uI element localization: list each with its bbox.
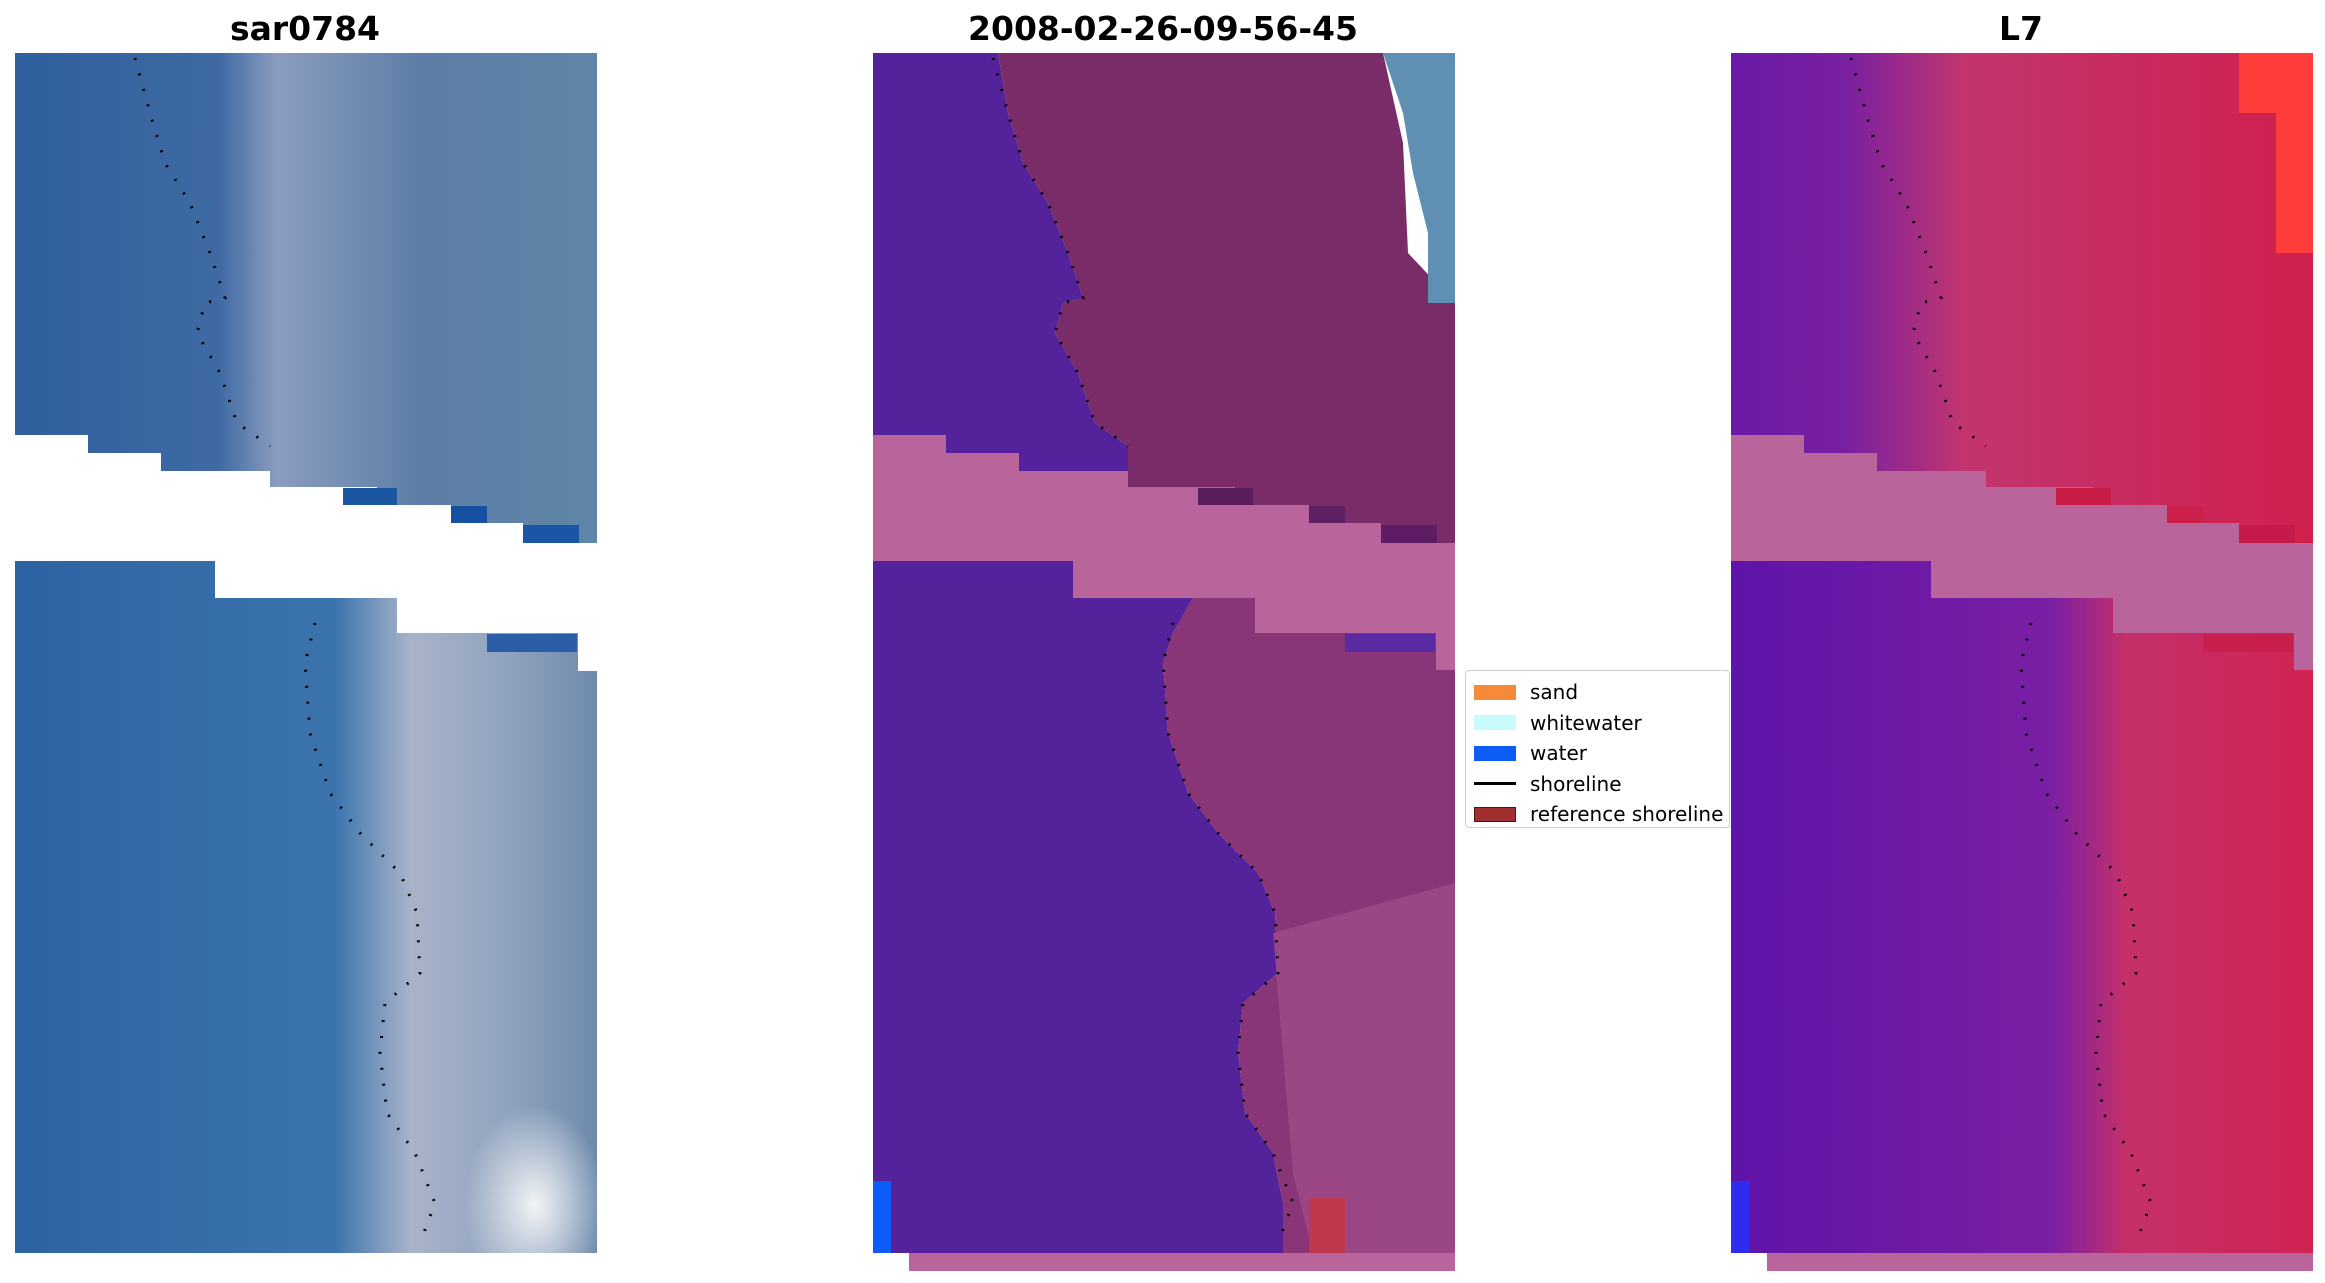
legend-item-shoreline: shoreline: [1466, 769, 1729, 800]
rgb-image-panel: [15, 53, 597, 1253]
legend-label-water: water: [1530, 741, 1587, 766]
legend-swatch-water: [1474, 745, 1516, 761]
panel-title-classified: 2008-02-26-09-56-45: [968, 9, 1358, 48]
legend-line-shoreline: [1474, 782, 1516, 786]
index-image-panel: [1731, 53, 2313, 1273]
classified-image: [873, 53, 1455, 1271]
classified-image-panel: [873, 53, 1455, 1273]
legend-label-reference-shoreline: reference shoreline: [1530, 802, 1724, 827]
legend-item-sand: sand: [1466, 677, 1729, 708]
legend-label-shoreline: shoreline: [1530, 771, 1622, 796]
legend-swatch-reference-shoreline: [1474, 806, 1516, 822]
legend-item-reference-shoreline: reference shoreline: [1466, 799, 1729, 830]
legend-swatch-whitewater: [1474, 715, 1516, 731]
legend-item-whitewater: whitewater: [1466, 708, 1729, 739]
panel-title-rgb: sar0784: [229, 9, 381, 48]
legend-swatch-sand: [1474, 684, 1516, 700]
legend: sand whitewater water shoreline referenc…: [1465, 670, 1730, 828]
legend-label-sand: sand: [1530, 680, 1579, 705]
index-image: [1731, 53, 2313, 1271]
rgb-image: [15, 53, 597, 1253]
panel-title-index: L7: [1999, 9, 2043, 48]
legend-label-whitewater: whitewater: [1530, 710, 1642, 735]
legend-item-water: water: [1466, 738, 1729, 769]
